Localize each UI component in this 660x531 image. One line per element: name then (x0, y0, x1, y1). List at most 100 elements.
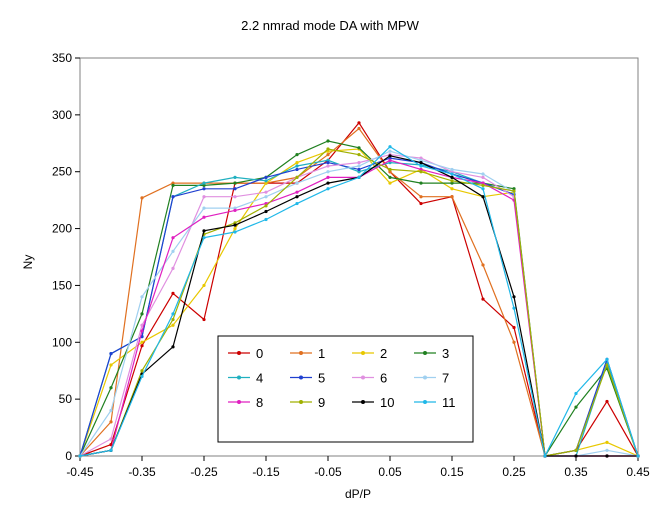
data-point (233, 175, 237, 179)
data-point (140, 329, 144, 333)
data-point (574, 448, 578, 452)
data-point (264, 209, 268, 214)
data-point (326, 153, 330, 157)
y-tick-label: 0 (65, 449, 72, 463)
data-point (419, 195, 423, 199)
data-point (450, 175, 454, 179)
data-point (450, 179, 454, 183)
data-point (140, 196, 144, 200)
data-point (450, 181, 454, 185)
data-point (295, 167, 299, 172)
data-point (171, 323, 175, 327)
data-point (171, 181, 175, 185)
data-point (357, 146, 361, 150)
data-point (481, 187, 485, 191)
data-point (419, 158, 423, 162)
legend-swatch-marker (361, 375, 365, 380)
data-point (295, 161, 299, 165)
data-point (512, 187, 516, 191)
data-point (419, 167, 423, 172)
data-point (543, 454, 547, 458)
data-point (388, 156, 392, 160)
data-point (202, 181, 206, 185)
y-tick-label: 50 (59, 392, 73, 406)
legend-item: 2 (352, 346, 387, 361)
legend-swatch-marker (423, 375, 427, 380)
data-point (388, 145, 392, 149)
data-point (233, 208, 237, 212)
y-tick-label: 100 (52, 335, 72, 349)
data-point (264, 181, 268, 185)
legend-label: 3 (442, 346, 449, 361)
x-tick-label: -0.05 (314, 465, 342, 479)
data-point (605, 448, 609, 452)
data-point (636, 454, 640, 458)
series-11 (78, 145, 640, 458)
data-point (109, 386, 113, 390)
data-point (450, 187, 454, 191)
data-point (326, 158, 330, 162)
x-tick-label: -0.25 (190, 465, 218, 479)
data-point (388, 175, 392, 179)
data-point (357, 175, 361, 179)
legend-item: 7 (414, 371, 449, 386)
data-point (171, 266, 175, 270)
data-point (419, 156, 423, 160)
x-tick-label: -0.45 (66, 465, 94, 479)
data-point (295, 195, 299, 199)
data-point (109, 352, 113, 356)
plot-frame (79, 57, 639, 457)
legend-swatch-marker (237, 400, 241, 404)
data-point (574, 454, 578, 458)
legend-label: 1 (318, 346, 325, 361)
data-point (574, 391, 578, 396)
x-tick-label: 0.25 (502, 465, 526, 479)
data-point (109, 408, 113, 413)
data-point (202, 229, 206, 233)
data-point (109, 363, 113, 367)
legend-item: 5 (290, 371, 325, 386)
data-point (202, 195, 206, 199)
legend-label: 4 (256, 371, 263, 386)
data-point (326, 161, 330, 165)
legend-item: 1 (290, 346, 325, 361)
legend-item: 10 (352, 395, 394, 410)
data-point (357, 164, 361, 168)
data-point (388, 154, 392, 158)
data-point (202, 187, 206, 191)
data-point (171, 236, 175, 240)
data-point (481, 183, 485, 187)
data-point (264, 175, 268, 179)
data-point (109, 448, 113, 452)
data-point (140, 323, 144, 327)
data-point (109, 420, 113, 424)
x-tick-label: -0.15 (252, 465, 280, 479)
data-point (450, 170, 454, 174)
data-point (109, 437, 113, 441)
data-point (233, 226, 237, 231)
data-point (264, 195, 268, 199)
chart-title: 2.2 nmrad mode DA with MPW (241, 18, 419, 33)
data-point (357, 126, 361, 131)
data-point (605, 357, 609, 361)
data-point (326, 170, 330, 174)
data-point (605, 363, 609, 367)
legend-swatch-marker (423, 351, 427, 355)
legend-swatch-marker (299, 400, 303, 404)
y-tick-label: 350 (52, 51, 72, 65)
x-tick-label: 0.05 (378, 465, 402, 479)
data-point (450, 167, 454, 172)
data-point (233, 223, 237, 227)
data-point (450, 195, 454, 199)
legend: 0 1 2 3 4 5 6 7 8 9 10 11 (217, 335, 474, 443)
legend-label: 8 (256, 395, 263, 410)
data-point (419, 181, 423, 185)
legend-label: 9 (318, 395, 325, 410)
data-point (450, 172, 454, 176)
legend-swatch-marker (237, 351, 241, 355)
legend-label: 6 (380, 371, 387, 386)
data-point (419, 170, 423, 174)
data-point (388, 158, 392, 162)
data-point (264, 179, 268, 183)
